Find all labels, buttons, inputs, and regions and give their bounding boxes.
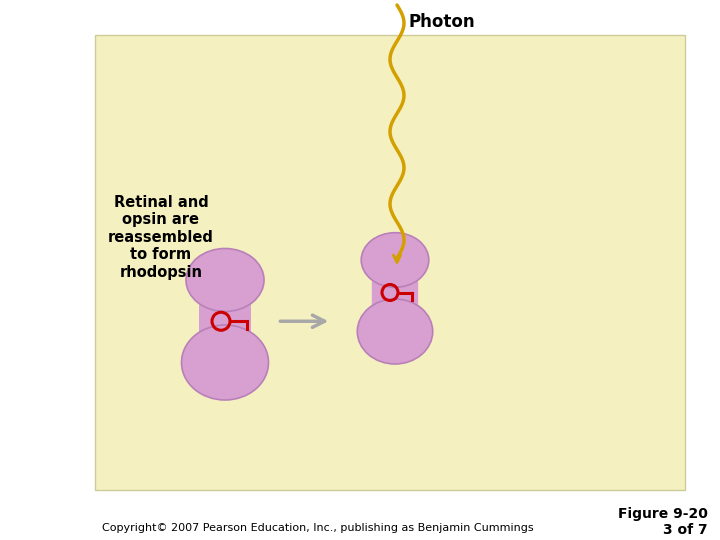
FancyBboxPatch shape — [95, 35, 685, 490]
FancyBboxPatch shape — [372, 279, 418, 309]
Ellipse shape — [181, 325, 269, 400]
Ellipse shape — [361, 233, 429, 287]
Text: Figure 9-20
3 of 7: Figure 9-20 3 of 7 — [618, 507, 708, 537]
Text: Copyright© 2007 Pearson Education, Inc., publishing as Benjamin Cummings: Copyright© 2007 Pearson Education, Inc.,… — [102, 523, 534, 533]
FancyBboxPatch shape — [199, 302, 251, 336]
Bar — [202, 296, 248, 331]
Bar — [202, 329, 248, 379]
Text: Photon: Photon — [409, 13, 476, 31]
Text: Retinal and
opsin are
reassembled
to form
rhodopsin: Retinal and opsin are reassembled to for… — [108, 195, 214, 280]
Bar — [375, 274, 415, 304]
Ellipse shape — [357, 299, 433, 364]
Bar — [375, 302, 415, 346]
Ellipse shape — [186, 248, 264, 312]
